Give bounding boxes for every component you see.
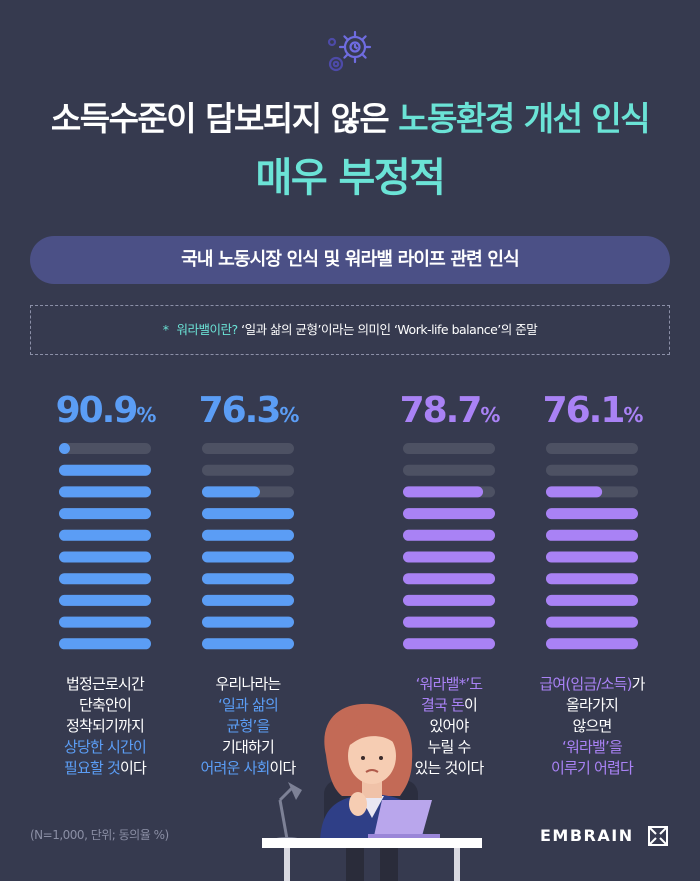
bar-segment [546,529,638,541]
bar-segment [202,616,294,628]
caption-line: 올라가지 [565,696,619,714]
caption-line: 상당한 시간이 [64,738,147,756]
bar-segment [59,443,70,454]
caption-line: ‘워라밸’을 [562,738,623,756]
bar-segment [59,638,151,650]
bar-segment [202,638,294,650]
caption-line: 필요할 것이다 [64,759,147,777]
caption-line: ‘일과 삶의 [218,696,279,714]
title-line-2: 매우 부정적 [255,155,446,201]
value-label: 76.3% [199,390,300,431]
caption-line: 기대하기 [221,738,275,756]
caption-line: 급여(임금/소득)가 [539,675,645,693]
value-label: 78.7% [400,390,501,431]
bar-segment [59,594,151,606]
bar-segment [403,616,495,628]
caption-line: 이루기 어렵다 [551,759,634,777]
bar-segment [202,594,294,606]
value-label: 76.1% [543,390,644,431]
bar-track [202,443,294,454]
bar-segment [202,551,294,563]
caption-line: 법정근로시간 [65,675,145,693]
definition-note: * 워라밸이란? ‘일과 삶의 균형’이라는 의미인 ‘Work-life bal… [30,305,670,355]
caption-line: 결국 돈이 [421,696,478,714]
value-label: 90.9% [56,390,157,431]
bar-segment [403,638,495,650]
bar-segment [59,529,151,541]
bar-segment [403,573,495,585]
bar-segment [202,573,294,585]
bar-segment [202,486,260,498]
bar-segment [403,529,495,541]
caption-line: 있는 것이다 [414,759,485,777]
lamp-icon [273,782,302,843]
bar-segment [403,551,495,563]
bar-segment [546,573,638,585]
caption-line: 않으면 [572,717,612,735]
bar-track [59,443,151,454]
bar-segment [403,594,495,606]
caption-line: 단축안이 [78,696,132,714]
bar-track [202,464,294,476]
section-banner: 국내 노동시장 인식 및 워라밸 라이프 관련 인식 [30,236,670,284]
bar-segment [546,594,638,606]
note-text: ‘일과 삶의 균형’이라는 의미인 ‘Work-life balance’의 준… [237,322,538,337]
bar-segment [59,464,151,476]
bar-segment [59,508,151,520]
caption-line: 우리나라는 [215,675,281,693]
bar-segment [202,529,294,541]
footnote: (N=1,000, 단위; 동의율 %) [30,828,169,842]
bar-segment [59,551,151,563]
gear-icon [327,30,372,72]
bar-segment [546,551,638,563]
brand-logo-text: EMBRAIN [540,826,634,845]
bar-track [546,464,638,476]
bar-segment [546,508,638,520]
brand-logo-icon [648,826,668,846]
bar-segment [59,573,151,585]
bar-segment [546,638,638,650]
caption-line: 정착되기까지 [65,717,145,735]
caption-line: 누릴 수 [427,738,472,756]
bar-segment [59,486,151,498]
bar-track [403,464,495,476]
title-line-1: 소득수준이 담보되지 않은 노동환경 개선 인식 [50,99,651,138]
bar-segment [403,508,495,520]
bar-segment [59,616,151,628]
bar-track [403,443,495,454]
caption-line: 균형’을 [226,717,271,735]
caption-line: ‘워라밸*’도 [415,675,483,693]
woman-at-laptop-illustration [262,703,482,881]
caption-line: 어려운 사회이다 [200,759,297,777]
caption-line: 있어야 [429,717,469,735]
bar-track [546,443,638,454]
bar-segment [546,616,638,628]
bar-segment [403,486,484,498]
note-highlight: 워라밸이란? [176,322,238,337]
note-asterisk: * [162,322,169,337]
bar-chart: 90.9% 76.3% 78.7% 76.1% [56,390,645,650]
bar-segment [546,486,603,498]
bar-segment [202,508,294,520]
title-highlight: 노동환경 개선 인식 [398,99,650,138]
